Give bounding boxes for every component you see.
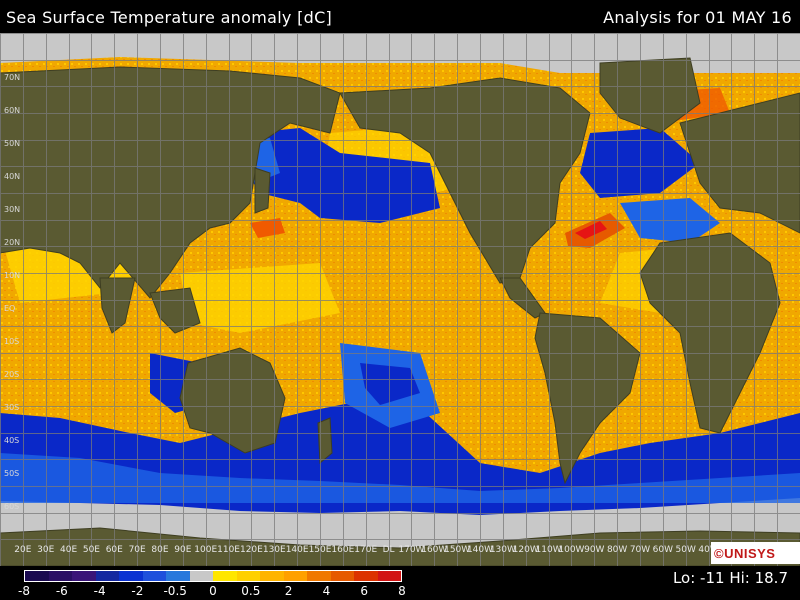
color-scale-tick: 0.5 bbox=[241, 584, 261, 598]
color-scale-tick: -2 bbox=[131, 584, 144, 598]
latitude-label: 40S bbox=[4, 436, 19, 445]
longitude-label: 80E bbox=[151, 545, 168, 555]
latitude-label: 60S bbox=[4, 502, 19, 511]
longitude-label: 60W bbox=[653, 545, 673, 555]
japan-landmass bbox=[254, 167, 271, 214]
longitude-label: 120E bbox=[240, 545, 263, 555]
map-title: Sea Surface Temperature anomaly [dC] bbox=[6, 8, 333, 27]
color-scale-segment bbox=[283, 571, 307, 581]
latitude-label: 40N bbox=[4, 172, 20, 181]
latitude-labels: 70N 60N 50N 40N 30N 20N 10N EQ 10S 20S 30S 40S 50S 60… bbox=[4, 73, 20, 511]
color-scale-tick: -8 bbox=[18, 584, 30, 598]
longitude-label: 130W bbox=[490, 545, 516, 555]
longitude-label: 150W bbox=[444, 545, 470, 555]
longitude-label: 170W bbox=[398, 545, 424, 555]
longitude-label: DL bbox=[383, 545, 395, 555]
longitude-label: 140E bbox=[286, 545, 309, 555]
color-scale-segment bbox=[330, 571, 354, 581]
color-scale-segment bbox=[307, 571, 331, 581]
color-scale-segment bbox=[119, 571, 143, 581]
color-scale-tick: 8 bbox=[398, 584, 406, 598]
longitude-label: 70W bbox=[630, 545, 650, 555]
longitude-label: 20E bbox=[14, 545, 31, 555]
color-scale-tick: -4 bbox=[93, 584, 106, 598]
longitude-label: 160W bbox=[421, 545, 447, 555]
sst-map: 20E 30E 40E 50E 60E 70E 80E 90E 100E 110E 120E 130E… bbox=[0, 33, 800, 566]
latitude-label: 70N bbox=[4, 73, 20, 82]
color-scale-tick: 0 bbox=[209, 584, 217, 598]
latitude-label: 20N bbox=[4, 238, 20, 247]
color-scale-segment bbox=[377, 571, 401, 581]
longitude-label: 100W bbox=[558, 545, 584, 555]
color-scale-tick: -0.5 bbox=[163, 584, 187, 598]
logo-text: ©UNISYS bbox=[714, 545, 776, 561]
color-scale-segment bbox=[95, 571, 119, 581]
latitude-label: 30S bbox=[4, 403, 19, 412]
color-scale-tick: 4 bbox=[322, 584, 331, 598]
color-scale-segment bbox=[260, 571, 284, 581]
longitude-label: 130E bbox=[263, 545, 286, 555]
longitude-label: 50E bbox=[83, 545, 100, 555]
longitude-label: 70E bbox=[129, 545, 146, 555]
latitude-label: 20S bbox=[4, 370, 19, 379]
color-scale-bar bbox=[24, 570, 402, 582]
color-scale-segment bbox=[236, 571, 260, 581]
latitude-label: 10N bbox=[4, 271, 20, 280]
greenland-landmass bbox=[599, 57, 701, 134]
india-landmass bbox=[99, 277, 136, 334]
map-canvas: 20E 30E 40E 50E 60E 70E 80E 90E 100E 110E 120E 130E… bbox=[0, 33, 800, 566]
latitude-label: 60N bbox=[4, 106, 20, 115]
longitude-label: 50W bbox=[676, 545, 696, 555]
longitude-label: 30E bbox=[37, 545, 54, 555]
new-zealand-landmass bbox=[317, 417, 333, 465]
longitude-label: 40W bbox=[698, 545, 718, 555]
color-scale-segment bbox=[354, 571, 378, 581]
lo-hi-readout: Lo: -11 Hi: 18.7 bbox=[672, 569, 788, 587]
longitude-labels: 20E 30E 40E 50E 60E 70E 80E 90E 100E 110E 120E 130E… bbox=[14, 545, 787, 555]
longitude-label: 90E bbox=[174, 545, 191, 555]
color-scale-segment bbox=[189, 571, 213, 581]
longitude-label: 160E bbox=[331, 545, 354, 555]
color-scale-tick: 6 bbox=[360, 584, 369, 598]
latitude-label: 10S bbox=[4, 337, 19, 346]
header: Sea Surface Temperature anomaly [dC] Ana… bbox=[0, 0, 800, 33]
unisys-logo: ©UNISYS bbox=[711, 542, 800, 564]
color-scale-tick: -6 bbox=[55, 584, 68, 598]
legend: -8 -6 -4 -2 -0.5 0 0.5 2 4 6 8 Lo: -11 Hi: 18.7 bbox=[0, 566, 800, 600]
longitude-label: 140W bbox=[467, 545, 493, 555]
longitude-label: 60E bbox=[106, 545, 123, 555]
eurasia-landmass bbox=[0, 66, 341, 299]
latitude-label: 50S bbox=[4, 469, 19, 478]
color-scale-segment bbox=[213, 571, 237, 581]
longitude-label: 110W bbox=[536, 545, 562, 555]
longitude-label: 100E bbox=[194, 545, 217, 555]
longitude-label: 80W bbox=[607, 545, 627, 555]
latitude-label: 50N bbox=[4, 139, 20, 148]
kuroshio-warm-anomaly bbox=[250, 218, 285, 238]
color-scale-segment bbox=[48, 571, 72, 581]
color-scale-tick: 2 bbox=[284, 584, 293, 598]
color-scale-segment bbox=[72, 571, 96, 581]
longitude-label: 150E bbox=[309, 545, 332, 555]
longitude-label: 90W bbox=[584, 545, 604, 555]
longitude-label: 170E bbox=[354, 545, 377, 555]
color-scale-segment bbox=[166, 571, 190, 581]
color-scale-segment bbox=[142, 571, 166, 581]
north-america-landmass bbox=[339, 77, 591, 284]
analysis-date: Analysis for 01 MAY 16 bbox=[603, 8, 792, 27]
color-scale-ticks: -8 -6 -4 -2 -0.5 0 0.5 2 4 6 8 bbox=[0, 584, 420, 600]
color-scale-segment bbox=[25, 571, 49, 581]
latitude-label: 30N bbox=[4, 205, 20, 214]
latitude-label: EQ bbox=[4, 304, 15, 313]
longitude-label: 120W bbox=[513, 545, 539, 555]
longitude-label: 110E bbox=[217, 545, 240, 555]
longitude-label: 40E bbox=[60, 545, 77, 555]
lat-lon-grid bbox=[0, 33, 800, 566]
south-america-landmass bbox=[534, 312, 641, 485]
